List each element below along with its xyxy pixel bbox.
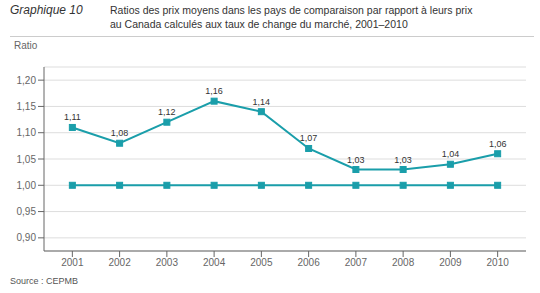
html-text:Source : CEPMB: Source : CEPMB <box>10 276 78 286</box>
svg-text:1,04: 1,04 <box>442 149 460 159</box>
svg-text:2003: 2003 <box>156 257 179 268</box>
svg-text:1,11: 1,11 <box>64 112 81 122</box>
html-text:Graphique 10: Graphique 10 <box>10 3 83 17</box>
svg-text:1,20: 1,20 <box>17 75 37 86</box>
svg-text:1,03: 1,03 <box>347 155 365 165</box>
svg-text:2010: 2010 <box>487 257 510 268</box>
svg-text:2001: 2001 <box>61 257 84 268</box>
svg-text:1,03: 1,03 <box>394 155 412 165</box>
html-text:Ratios des prix moyens dans le: Ratios des prix moyens dans les pays de … <box>110 4 473 30</box>
svg-text:1,08: 1,08 <box>111 128 129 138</box>
svg-text:1,07: 1,07 <box>300 133 318 143</box>
svg-text:1,15: 1,15 <box>17 101 37 112</box>
svg-text:2005: 2005 <box>250 257 273 268</box>
svg-text:0,90: 0,90 <box>17 232 37 243</box>
svg-text:2008: 2008 <box>392 257 415 268</box>
svg-text:1,05: 1,05 <box>17 154 37 165</box>
html-text:Ratio: Ratio <box>14 40 38 51</box>
svg-text:2002: 2002 <box>108 257 131 268</box>
svg-text:2007: 2007 <box>345 257 368 268</box>
svg-text:1,00: 1,00 <box>17 180 37 191</box>
svg-text:2006: 2006 <box>298 257 321 268</box>
svg-text:1,14: 1,14 <box>253 97 271 107</box>
svg-text:2009: 2009 <box>439 257 462 268</box>
svg-text:1,10: 1,10 <box>17 127 37 138</box>
svg-text:0,95: 0,95 <box>17 206 37 217</box>
svg-text:1,06: 1,06 <box>489 139 507 149</box>
svg-text:1,16: 1,16 <box>205 86 223 96</box>
svg-text:1,12: 1,12 <box>158 107 176 117</box>
svg-text:2004: 2004 <box>203 257 226 268</box>
